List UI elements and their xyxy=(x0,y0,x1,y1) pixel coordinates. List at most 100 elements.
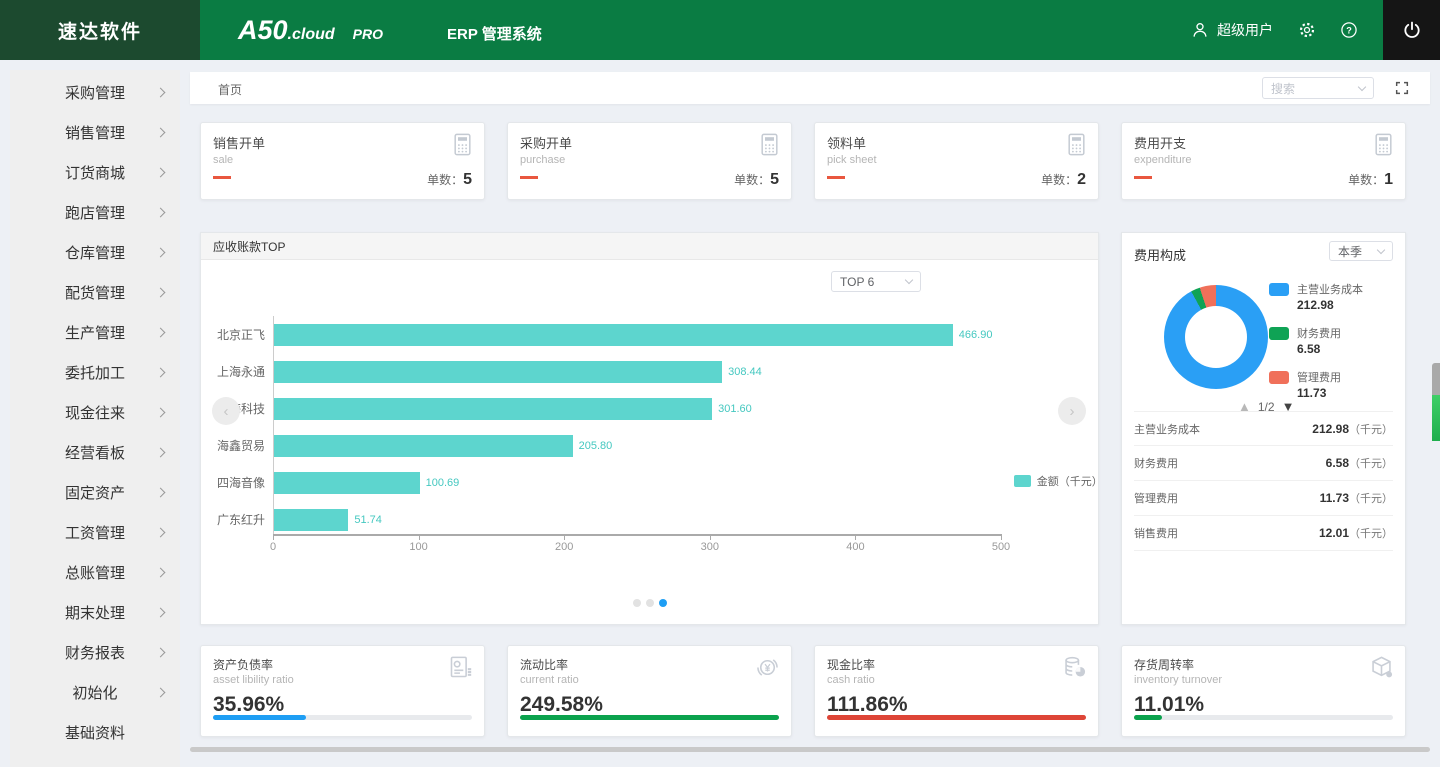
sidebar-item-配货管理[interactable]: 配货管理 xyxy=(10,272,180,312)
page-up-icon[interactable]: ▲ xyxy=(1238,399,1251,414)
stat-card-subtitle: pick sheet xyxy=(827,154,877,166)
bar-category-label: 上海永通 xyxy=(216,365,265,379)
user-menu[interactable]: 超级用户 xyxy=(1190,20,1273,40)
sidebar-item-固定资产[interactable]: 固定资产 xyxy=(10,472,180,512)
sidebar-item-label: 经营看板 xyxy=(64,444,125,462)
carousel-next-button[interactable]: › xyxy=(1058,397,1086,425)
bar-value-label: 308.44 xyxy=(728,365,762,378)
search-placeholder: 搜索 xyxy=(1271,81,1296,96)
sidebar-item-总账管理[interactable]: 总账管理 xyxy=(10,552,180,592)
sidebar-item-财务报表[interactable]: 财务报表 xyxy=(10,632,180,672)
product-brand: A50 .cloud PRO ERP 管理系统 xyxy=(238,15,542,46)
carousel-dot-1[interactable] xyxy=(632,599,641,607)
bar-plot-area: 100.69 xyxy=(273,471,1001,494)
sidebar-item-label: 财务报表 xyxy=(64,644,125,662)
pie-legend-item-管理费用[interactable]: 管理费用 11.73 xyxy=(1269,369,1363,400)
ratio-progress-fill xyxy=(213,715,307,720)
bar-category-label: 海鑫贸易 xyxy=(216,439,265,453)
sidebar-item-仓库管理[interactable]: 仓库管理 xyxy=(10,232,180,272)
ratio-title: 现金比率 xyxy=(827,658,876,672)
carousel-prev-button[interactable]: ‹ xyxy=(212,397,240,425)
gear-icon[interactable] xyxy=(1297,20,1317,40)
fullscreen-icon[interactable] xyxy=(1394,80,1410,96)
sidebar-item-期末处理[interactable]: 期末处理 xyxy=(10,592,180,632)
sidebar-item-跑店管理[interactable]: 跑店管理 xyxy=(10,192,180,232)
x-tick-label: 400 xyxy=(846,541,865,553)
search-input[interactable]: 搜索 xyxy=(1262,77,1374,99)
donut-hole xyxy=(1185,306,1247,368)
stat-card-expenditure[interactable]: 费用开支 expenditure 单数：1 xyxy=(1121,122,1406,200)
sidebar-item-工资管理[interactable]: 工资管理 xyxy=(10,512,180,552)
horizontal-scrollbar[interactable] xyxy=(190,747,1430,752)
legend-value: 11.73 xyxy=(1297,386,1327,400)
sidebar-item-委托加工[interactable]: 委托加工 xyxy=(10,352,180,392)
top-n-select[interactable]: TOP 6 xyxy=(831,271,921,292)
legend-pagination: ▲ 1/2 ▼ xyxy=(1238,399,1294,414)
page-indicator: 1/2 xyxy=(1257,399,1275,414)
pie-legend-item-主营业务成本[interactable]: 主营业务成本 212.98 xyxy=(1269,281,1363,312)
edge-floating-widget[interactable] xyxy=(1432,363,1440,441)
expense-row-主营业务成本: 主营业务成本 212.98（千元） xyxy=(1134,411,1393,446)
x-tick-mark xyxy=(564,536,566,540)
help-icon[interactable]: ? xyxy=(1339,20,1359,40)
bar xyxy=(273,360,723,383)
bar-category-label: 四海音像 xyxy=(216,476,265,490)
logout-button[interactable] xyxy=(1383,0,1440,60)
carousel-dot-2[interactable] xyxy=(645,599,654,607)
bar-row-北京正飞: 北京正飞 466.90 xyxy=(213,316,1013,353)
sidebar-item-生产管理[interactable]: 生产管理 xyxy=(10,312,180,352)
stat-card-purchase[interactable]: 采购开单 purchase 单数：5 xyxy=(507,122,792,200)
sidebar-item-现金往来[interactable]: 现金往来 xyxy=(10,392,180,432)
breadcrumb-home-tab[interactable]: 首页 xyxy=(218,83,243,97)
legend-swatch xyxy=(1014,475,1031,487)
chevron-right-icon xyxy=(155,87,166,97)
sidebar-item-label: 现金往来 xyxy=(64,404,125,422)
legend-name: 主营业务成本 xyxy=(1297,284,1363,296)
bar-plot-area: 308.44 xyxy=(273,360,1001,383)
legend-label: 金额（千元） xyxy=(1036,476,1103,488)
x-tick-label: 300 xyxy=(700,541,719,553)
expense-row-财务费用: 财务费用 6.58（千元） xyxy=(1134,446,1393,481)
top-n-value: TOP 6 xyxy=(840,274,875,289)
ratio-progress-fill xyxy=(827,715,1086,720)
sidebar-item-订货商城[interactable]: 订货商城 xyxy=(10,152,180,192)
user-icon xyxy=(1193,23,1207,37)
period-select[interactable]: 本季 xyxy=(1329,241,1393,261)
sidebar-item-label: 委托加工 xyxy=(64,364,125,382)
page-down-icon[interactable]: ▼ xyxy=(1281,399,1295,414)
x-tick-label: 500 xyxy=(991,541,1011,553)
x-tick-mark xyxy=(709,536,711,540)
chevron-right-icon xyxy=(155,407,166,417)
sidebar-item-基础资料[interactable]: 基础资料 xyxy=(10,712,180,752)
header-actions: 超级用户 ? xyxy=(1190,0,1440,60)
expense-name: 财务费用 xyxy=(1134,458,1178,470)
user-name: 超级用户 xyxy=(1217,22,1273,38)
ratio-card-current-ratio: 流动比率 current ratio 249.58% xyxy=(507,645,792,737)
ratio-progress-track xyxy=(520,715,779,720)
red-dash xyxy=(827,176,845,179)
chart-panel-header: 应收账款TOP xyxy=(201,233,1098,260)
sidebar-item-label: 生产管理 xyxy=(64,324,125,342)
ratio-progress-track xyxy=(1134,715,1393,720)
stat-card-sale[interactable]: 销售开单 sale 单数：5 xyxy=(200,122,485,200)
ratio-progress-track xyxy=(213,715,472,720)
carousel-dot-3[interactable] xyxy=(658,599,667,607)
ratio-title: 流动比率 xyxy=(520,658,569,672)
sidebar-item-经营看板[interactable]: 经营看板 xyxy=(10,432,180,472)
box-icon xyxy=(1368,654,1395,686)
sidebar-item-初始化[interactable]: 初始化 xyxy=(10,672,180,712)
chevron-right-icon xyxy=(155,247,166,257)
ratio-value: 249.58% xyxy=(520,693,603,716)
chevron-right-icon xyxy=(155,327,166,337)
bar-plot-area: 301.60 xyxy=(273,397,1001,420)
sidebar-item-label: 订货商城 xyxy=(64,164,125,182)
expense-value: 212.98（千元） xyxy=(1312,421,1393,436)
stat-card-count: 单数：5 xyxy=(734,171,779,188)
stat-card-subtitle: expenditure xyxy=(1134,154,1192,166)
sidebar-item-采购管理[interactable]: 采购管理 xyxy=(10,72,180,112)
sidebar-item-销售管理[interactable]: 销售管理 xyxy=(10,112,180,152)
stat-card-pick-sheet[interactable]: 领料单 pick sheet 单数：2 xyxy=(814,122,1099,200)
pie-legend-item-财务费用[interactable]: 财务费用 6.58 xyxy=(1269,325,1363,356)
chevron-down-icon xyxy=(1357,82,1367,91)
bar-row-四海音像: 四海音像 100.69 xyxy=(213,464,1013,501)
